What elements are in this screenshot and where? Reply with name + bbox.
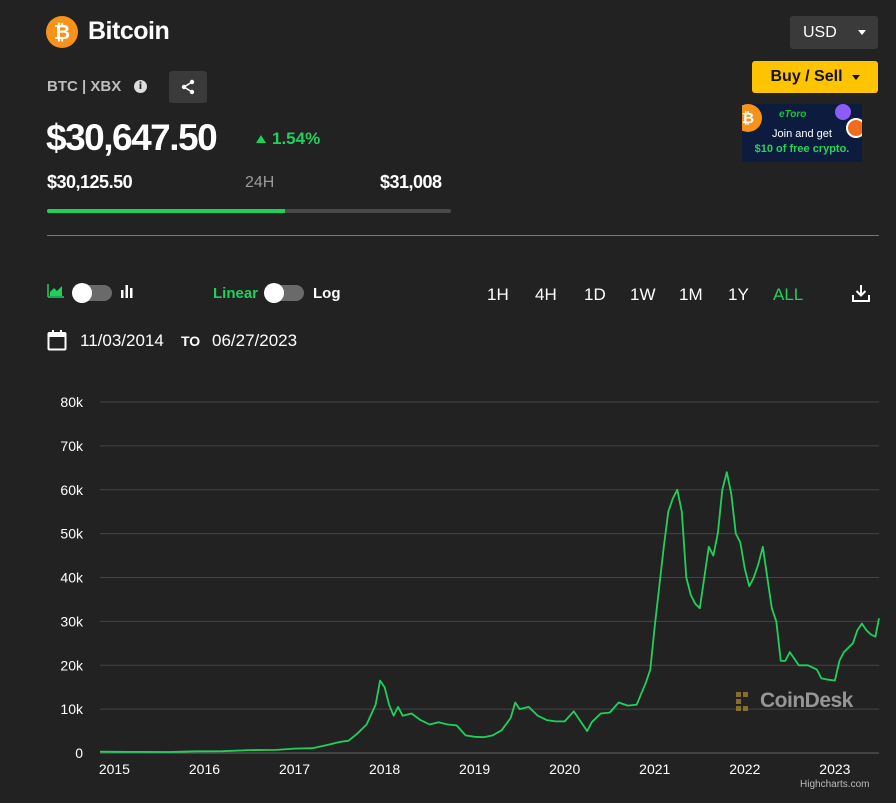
x-tick-label: 2018	[369, 761, 400, 777]
x-tick-label: 2020	[549, 761, 580, 777]
ad-shiba-icon	[846, 118, 862, 138]
y-tick-label: 50k	[60, 526, 84, 542]
bar-chart-icon[interactable]	[120, 284, 134, 298]
price-24h-high: $31,008	[380, 172, 442, 192]
y-tick-label: 10k	[60, 701, 84, 717]
timeframe-1h[interactable]: 1H	[487, 285, 509, 304]
date-to-label: TO	[181, 333, 201, 349]
x-tick-label: 2022	[729, 761, 760, 777]
timeframe-1w[interactable]: 1W	[630, 285, 656, 304]
y-tick-label: 60k	[60, 482, 84, 498]
x-tick-label: 2021	[639, 761, 670, 777]
date-from[interactable]: 11/03/2014	[80, 331, 164, 350]
scale-linear-label[interactable]: Linear	[213, 285, 259, 302]
ad-bitcoin-icon: ₿	[742, 104, 762, 132]
page-title: Bitcoin	[88, 17, 170, 45]
scale-toggle[interactable]	[264, 283, 304, 303]
chevron-down-icon	[858, 30, 866, 35]
x-tick-label: 2017	[279, 761, 310, 777]
coindesk-logo-icon	[736, 692, 748, 711]
download-icon[interactable]	[851, 283, 871, 303]
area-chart-icon[interactable]	[47, 283, 65, 299]
watermark-text: CoinDesk	[760, 689, 853, 712]
ticker-label: BTC | XBX	[47, 78, 122, 95]
y-tick-label: 80k	[60, 394, 84, 410]
y-tick-label: 30k	[60, 613, 84, 629]
arrow-up-icon	[256, 135, 266, 143]
ad-text-line2: $10 of free crypto.	[754, 143, 850, 155]
date-to[interactable]: 06/27/2023	[212, 331, 298, 350]
x-tick-label: 2016	[189, 761, 220, 777]
share-button[interactable]	[169, 71, 207, 103]
x-tick-label: 2023	[819, 761, 850, 777]
price-chart[interactable]: 0 10k 20k 30k 40k 50k 60k 70k 80k 2015 2016 2017 201…	[0, 380, 896, 803]
range-label: 24H	[245, 174, 275, 191]
timeframe-1m[interactable]: 1M	[679, 285, 703, 304]
chart-credits[interactable]: Highcharts.com	[800, 779, 870, 790]
ad-banner[interactable]: ₿ eToro Join and get $10 of free crypto.	[742, 104, 862, 162]
y-tick-label: 0	[75, 745, 83, 761]
buy-sell-label: Buy / Sell	[770, 68, 843, 85]
bitcoin-logo-icon: ₿	[46, 16, 78, 48]
current-price: $30,647.50	[46, 117, 218, 158]
chevron-down-icon	[851, 74, 860, 80]
currency-value: USD	[803, 23, 837, 41]
ad-brand-logo: eToro	[779, 109, 807, 120]
share-icon	[181, 79, 195, 95]
y-tick-label: 70k	[60, 438, 84, 454]
price-series-line	[99, 471, 880, 753]
timeframe-all[interactable]: ALL	[773, 285, 804, 304]
timeframe-4h[interactable]: 4H	[535, 285, 557, 304]
buy-sell-button[interactable]: Buy / Sell	[752, 61, 878, 93]
ad-text-line1: Join and get	[772, 128, 832, 140]
toggle-knob	[264, 283, 284, 303]
x-tick-label: 2019	[459, 761, 490, 777]
chart-type-toggle[interactable]	[72, 283, 112, 303]
currency-select[interactable]: USD	[790, 16, 878, 49]
coindesk-watermark: CoinDesk	[734, 689, 853, 713]
range-bar	[47, 209, 451, 213]
range-bar-fill	[47, 209, 286, 213]
toggle-knob	[72, 283, 92, 303]
y-tick-label: 20k	[60, 657, 84, 673]
scale-log-label[interactable]: Log	[313, 285, 341, 302]
x-tick-label: 2015	[99, 761, 130, 777]
price-change: 1.54%	[256, 129, 320, 149]
price-change-value: 1.54%	[272, 129, 321, 148]
timeframe-1y[interactable]: 1Y	[728, 285, 749, 304]
ad-chainlink-icon	[835, 104, 851, 120]
divider	[47, 235, 879, 236]
calendar-icon[interactable]	[47, 329, 67, 351]
y-tick-label: 40k	[60, 570, 84, 586]
price-24h-low: $30,125.50	[47, 172, 133, 192]
info-icon[interactable]: i	[134, 80, 147, 93]
timeframe-1d[interactable]: 1D	[584, 285, 606, 304]
